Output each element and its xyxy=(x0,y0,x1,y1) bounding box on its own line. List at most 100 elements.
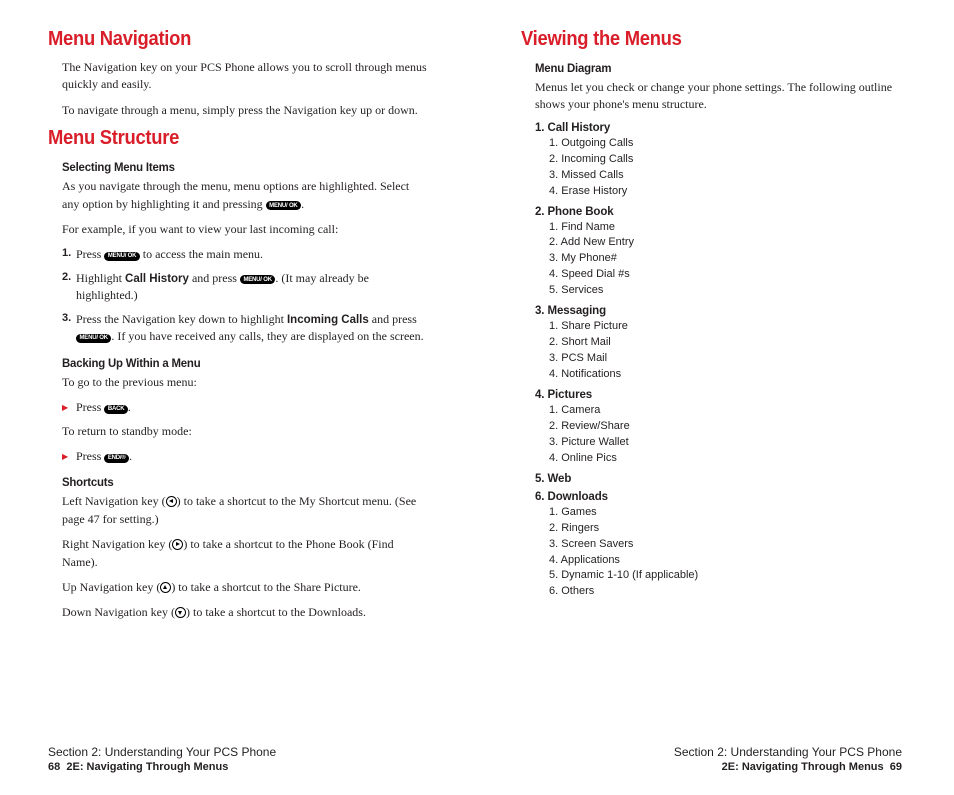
menu-item: 2. Short Mail xyxy=(549,335,902,351)
menu-item: 2. Add New Entry xyxy=(549,235,902,251)
menu-item: 2. Ringers xyxy=(549,521,902,537)
page-number: 68 xyxy=(48,761,60,773)
paragraph: Right Navigation key () to take a shortc… xyxy=(62,536,429,571)
menu-item: 3. PCS Mail xyxy=(549,351,902,367)
text: Right Navigation key ( xyxy=(62,537,172,551)
menu-item: 5. Dynamic 1-10 (If applicable) xyxy=(549,568,902,584)
step-item: 1. Press MENU/ OK to access the main men… xyxy=(62,246,429,263)
menu-item: 5. Services xyxy=(549,283,902,299)
right-arrow-icon xyxy=(172,539,183,550)
menu-section-title: 1. Call History xyxy=(535,122,902,134)
subheading-backing-up: Backing Up Within a Menu xyxy=(62,356,411,370)
back-key-icon: BACK xyxy=(104,405,128,414)
menu-item: 1. Camera xyxy=(549,403,902,419)
menu-item: 4. Notifications xyxy=(549,367,902,383)
menu-section-title: 3. Messaging xyxy=(535,305,902,317)
menu-item: 3. My Phone# xyxy=(549,251,902,267)
text: . If you have received any calls, they a… xyxy=(111,329,423,343)
paragraph: For example, if you want to view your la… xyxy=(62,221,429,238)
paragraph: Menus let you check or change your phone… xyxy=(535,79,902,114)
heading-menu-navigation: Menu Navigation xyxy=(48,28,399,51)
left-page: Menu Navigation The Navigation key on yo… xyxy=(0,0,477,795)
text: . xyxy=(128,400,131,414)
text: Press xyxy=(76,400,104,414)
footer-chapter: 2E: Navigating Through Menus xyxy=(722,761,884,773)
menu-items: 1. Games2. Ringers3. Screen Savers4. App… xyxy=(549,505,902,601)
text: ) to take a shortcut to the Share Pictur… xyxy=(171,580,361,594)
menu-tree: 1. Call History 1. Outgoing Calls2. Incom… xyxy=(521,122,902,601)
menu-item: 4. Online Pics xyxy=(549,451,902,467)
subheading-menu-diagram: Menu Diagram xyxy=(535,61,884,75)
paragraph: Down Navigation key ( ) to take a shortcu… xyxy=(62,604,429,621)
menu-items: 1. Outgoing Calls2. Incoming Calls3. Mis… xyxy=(549,136,902,200)
menu-item: 1. Outgoing Calls xyxy=(549,136,902,152)
menu-items: 1. Find Name2. Add New Entry3. My Phone#… xyxy=(549,220,902,300)
paragraph: The Navigation key on your PCS Phone all… xyxy=(62,59,429,94)
menu-item: 2. Incoming Calls xyxy=(549,152,902,168)
menu-section-title: 4. Pictures xyxy=(535,389,902,401)
menu-item: 4. Erase History xyxy=(549,184,902,200)
menu-item: 3. Screen Savers xyxy=(549,537,902,553)
end-key-icon: END/® xyxy=(104,454,129,463)
step-item: 3. Press the Navigation key down to high… xyxy=(62,311,429,346)
menu-section-title: 5. Web xyxy=(535,473,902,485)
bullet-item: Press BACK. xyxy=(62,399,429,416)
down-arrow-icon xyxy=(175,607,186,618)
menu-section-title: 6. Downloads xyxy=(535,491,902,503)
heading-viewing-menus: Viewing the Menus xyxy=(521,28,872,51)
page-number: 69 xyxy=(890,761,902,773)
paragraph: Left Navigation key () to take a shortcu… xyxy=(62,493,429,528)
text: As you navigate through the menu, menu o… xyxy=(62,179,409,210)
subheading-selecting: Selecting Menu Items xyxy=(62,160,411,174)
menu-item: 2. Review/Share xyxy=(549,419,902,435)
menu-item: 1. Share Picture xyxy=(549,319,902,335)
menu-items: 1. Share Picture2. Short Mail3. PCS Mail… xyxy=(549,319,902,383)
menu-ok-key-icon: MENU/ OK xyxy=(104,252,139,261)
left-arrow-icon xyxy=(166,496,177,507)
bold-text: Call History xyxy=(125,273,189,285)
paragraph: To return to standby mode: xyxy=(62,423,429,440)
step-item: 2. Highlight Call History and press MENU… xyxy=(62,270,429,305)
paragraph: As you navigate through the menu, menu o… xyxy=(62,178,429,213)
menu-item: 4. Speed Dial #s xyxy=(549,267,902,283)
up-arrow-icon xyxy=(160,582,171,593)
text: Left Navigation key ( xyxy=(62,494,166,508)
left-footer: Section 2: Understanding Your PCS Phone … xyxy=(48,745,276,773)
text: and press xyxy=(369,312,417,326)
bullet-item: Press END/®. xyxy=(62,448,429,465)
paragraph: To go to the previous menu: xyxy=(62,374,429,391)
right-footer: Section 2: Understanding Your PCS Phone … xyxy=(674,745,902,773)
text: . xyxy=(301,197,304,211)
menu-ok-key-icon: MENU/ OK xyxy=(266,201,301,210)
footer-section: Section 2: Understanding Your PCS Phone xyxy=(48,745,276,759)
subheading-shortcuts: Shortcuts xyxy=(62,475,411,489)
text: . xyxy=(129,449,132,463)
paragraph: Up Navigation key ( ) to take a shortcut … xyxy=(62,579,429,596)
steps-list: 1. Press MENU/ OK to access the main men… xyxy=(62,246,429,346)
text: Press xyxy=(76,449,104,463)
text: ) to take a shortcut to the Downloads. xyxy=(186,605,366,619)
text: Down Navigation key ( xyxy=(62,605,175,619)
menu-item: 6. Others xyxy=(549,584,902,600)
heading-menu-structure: Menu Structure xyxy=(48,127,399,150)
footer-chapter: 2E: Navigating Through Menus xyxy=(66,761,228,773)
text: to access the main menu. xyxy=(140,247,263,261)
text: Up Navigation key ( xyxy=(62,580,160,594)
menu-ok-key-icon: MENU/ OK xyxy=(76,334,111,343)
menu-item: 1. Games xyxy=(549,505,902,521)
paragraph: To navigate through a menu, simply press… xyxy=(62,102,429,119)
menu-item: 1. Find Name xyxy=(549,220,902,236)
menu-item: 4. Applications xyxy=(549,553,902,569)
menu-item: 3. Missed Calls xyxy=(549,168,902,184)
footer-section: Section 2: Understanding Your PCS Phone xyxy=(674,745,902,759)
text: Press the Navigation key down to highlig… xyxy=(76,312,287,326)
menu-item: 3. Picture Wallet xyxy=(549,435,902,451)
menu-section-title: 2. Phone Book xyxy=(535,206,902,218)
text: and press xyxy=(189,271,240,285)
bold-text: Incoming Calls xyxy=(287,314,369,326)
text: Highlight xyxy=(76,271,125,285)
right-page: Viewing the Menus Menu Diagram Menus let… xyxy=(477,0,954,795)
text: Press xyxy=(76,247,104,261)
menu-items: 1. Camera2. Review/Share3. Picture Walle… xyxy=(549,403,902,467)
menu-ok-key-icon: MENU/ OK xyxy=(240,275,275,284)
